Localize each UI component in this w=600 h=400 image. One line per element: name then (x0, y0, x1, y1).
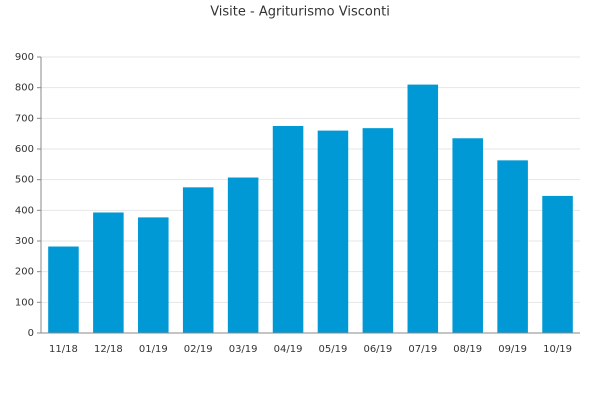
bar (542, 195, 573, 333)
chart-title: Visite - Agriturismo Visconti (210, 5, 390, 20)
x-tick-label: 05/19 (319, 344, 348, 355)
y-tick-label: 500 (15, 175, 34, 186)
bar (48, 246, 79, 333)
bar (317, 130, 349, 333)
x-tick-label: 04/19 (274, 344, 303, 355)
bar (452, 138, 483, 333)
y-tick-label: 700 (15, 113, 34, 124)
y-tick-label: 300 (15, 236, 34, 247)
x-tick-label: 11/18 (49, 344, 78, 355)
bar (407, 84, 439, 333)
x-tick-label: 08/19 (453, 344, 482, 355)
x-tick-label: 10/19 (543, 344, 572, 355)
bar (182, 187, 214, 333)
bar (362, 128, 394, 333)
x-tick-label: 12/18 (94, 344, 123, 355)
y-tick-label: 900 (15, 52, 34, 63)
x-tick-label: 09/19 (498, 344, 527, 355)
x-tick-label: 01/19 (139, 344, 168, 355)
y-tick-label: 200 (15, 267, 34, 278)
x-tick-label: 06/19 (363, 344, 392, 355)
x-tick-label: 02/19 (184, 344, 213, 355)
x-tick-label: 03/19 (229, 344, 258, 355)
bar (138, 217, 169, 333)
y-tick-label: 0 (28, 328, 34, 339)
y-tick-label: 600 (15, 144, 34, 155)
y-tick-label: 400 (15, 205, 34, 216)
y-tick-label: 800 (15, 83, 34, 94)
y-tick-label: 100 (15, 297, 34, 308)
bar (93, 212, 124, 333)
bar (272, 126, 304, 333)
bar (227, 177, 259, 333)
bar (497, 160, 528, 333)
x-tick-label: 07/19 (408, 344, 437, 355)
